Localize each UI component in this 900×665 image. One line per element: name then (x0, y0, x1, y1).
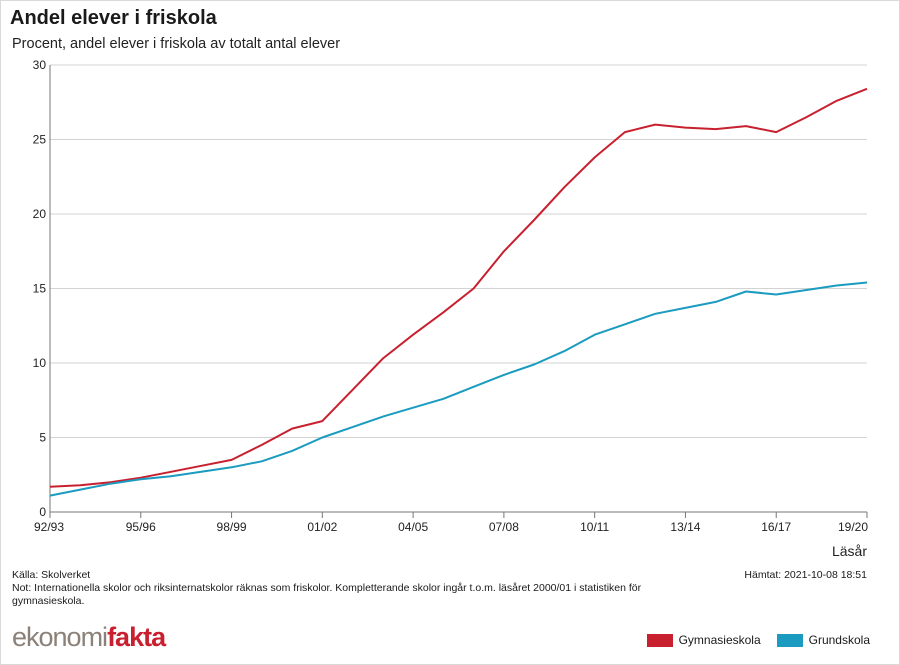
y-tick-label-25: 25 (33, 133, 47, 147)
legend: Gymnasieskola Grundskola (646, 633, 870, 647)
x-tick-label-92/93: 92/93 (34, 520, 64, 534)
x-tick-label-01/02: 01/02 (307, 520, 337, 534)
series-line-grundskola (49, 281, 868, 497)
x-tick-label-19/20: 19/20 (838, 520, 868, 534)
legend-label-grundskola: Grundskola (808, 633, 870, 647)
x-tick-label-98/99: 98/99 (217, 520, 247, 534)
legend-swatch-grundskola (776, 633, 803, 647)
legend-swatch-gymnasieskola (646, 633, 673, 647)
legend-item-gymnasieskola[interactable]: Gymnasieskola (646, 633, 761, 647)
ekonomifakta-logo[interactable]: ekonomifakta (12, 622, 166, 653)
legend-item-grundskola[interactable]: Grundskola (776, 633, 870, 647)
y-axis-ticks: 0 5 10 15 20 25 30 (33, 58, 47, 519)
y-tick-label-20: 20 (33, 207, 47, 221)
fetched-timestamp: Hämtat: 2021-10-08 18:51 (744, 569, 867, 581)
chart-title: Andel elever i friskola (10, 7, 217, 29)
gridlines (49, 64, 867, 513)
x-tick-label-95/96: 95/96 (126, 520, 156, 534)
series-line-gymnasieskola (49, 87, 868, 488)
y-tick-label-0: 0 (39, 505, 46, 519)
y-tick-label-10: 10 (33, 356, 47, 370)
x-tick-label-16/17: 16/17 (761, 520, 791, 534)
source-text: Källa: Skolverket (12, 569, 91, 581)
y-tick-label-30: 30 (33, 58, 47, 72)
x-axis-label: Läsår (831, 543, 867, 559)
x-axis-ticks: 92/93 95/96 98/99 01/02 04/05 07/08 10/11 13/14… (34, 512, 868, 534)
logo-part-2: fakta (107, 622, 166, 652)
chart-subtitle: Procent, andel elever i friskola av tota… (12, 36, 341, 52)
x-tick-label-10/11: 10/11 (580, 520, 609, 534)
y-tick-label-15: 15 (33, 282, 47, 296)
x-tick-label-07/08: 07/08 (489, 520, 519, 534)
series-lines (49, 87, 868, 497)
x-tick-label-04/05: 04/05 (398, 520, 428, 534)
logo-part-1: ekonomi (12, 622, 108, 652)
footnote: Not: Internationella skolor och riksinte… (12, 582, 642, 607)
x-tick-label-13/14: 13/14 (670, 520, 700, 534)
legend-label-gymnasieskola: Gymnasieskola (678, 633, 761, 647)
y-tick-label-5: 5 (39, 431, 46, 445)
